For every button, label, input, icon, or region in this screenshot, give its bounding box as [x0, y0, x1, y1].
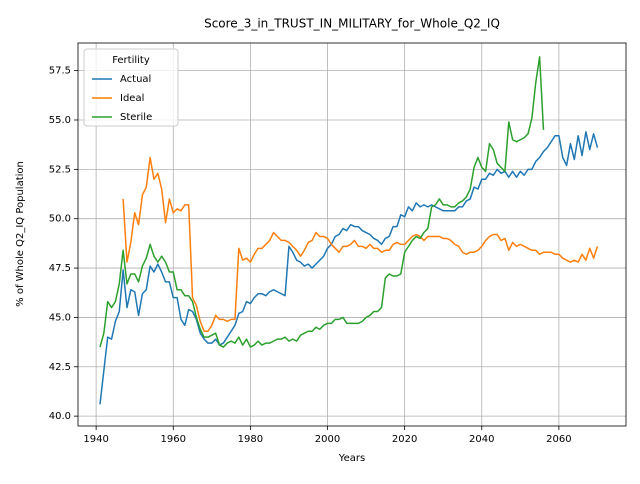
x-tick-label: 2000 — [315, 434, 340, 445]
x-tick-label: 1940 — [83, 434, 108, 445]
y-tick-label: 40.0 — [49, 411, 71, 422]
y-tick-label: 55.0 — [49, 115, 71, 126]
y-tick-label: 42.5 — [49, 362, 71, 373]
legend-label: Ideal — [120, 93, 144, 104]
x-tick-label: 2060 — [546, 434, 571, 445]
plot-frame — [77, 42, 627, 427]
legend-title: Fertility — [112, 55, 150, 66]
chart-title: Score_3_in_TRUST_IN_MILITARY_for_Whole_Q… — [204, 17, 500, 31]
y-tick-label: 45.0 — [49, 312, 71, 323]
y-tick-label: 47.5 — [49, 263, 71, 274]
legend-label: Actual — [120, 74, 151, 85]
legend-label: Sterile — [120, 112, 152, 123]
x-axis-label: Years — [338, 453, 365, 464]
x-tick-label: 2040 — [469, 434, 494, 445]
series-line — [99, 131, 599, 405]
series-line — [122, 156, 599, 332]
y-axis-label: % of Whole Q2_IQ Population — [15, 161, 26, 307]
y-tick-label: 50.0 — [49, 214, 71, 225]
legend: Fertility Actual Ideal Sterile — [83, 48, 179, 127]
y-tick-label: 57.5 — [49, 66, 71, 77]
legend-box — [83, 48, 179, 127]
x-tick-label: 1980 — [238, 434, 263, 445]
x-tick-label: 2020 — [392, 434, 417, 445]
y-tick-label: 52.5 — [49, 164, 71, 175]
x-tick-label: 1960 — [161, 434, 186, 445]
series-line — [99, 56, 545, 348]
